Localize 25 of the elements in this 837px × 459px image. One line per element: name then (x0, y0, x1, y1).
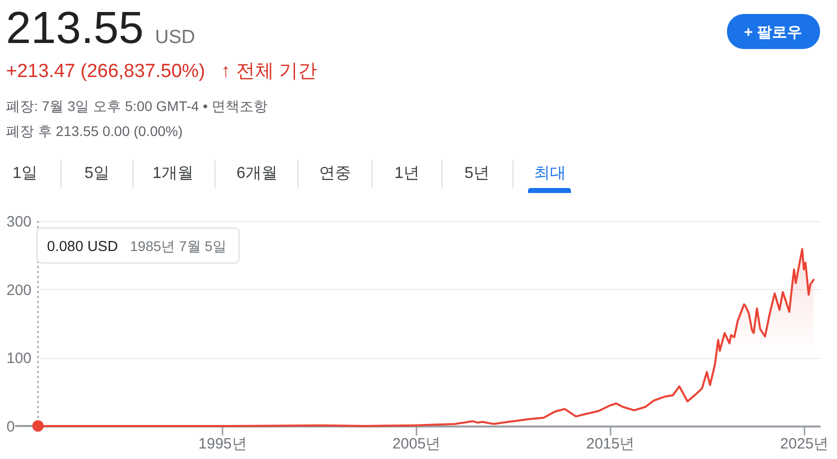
text: +213.47 (266,837.50%) (6, 61, 206, 82)
text: 폐장: 7월 3일 오후 5:00 GMT-4 • 면책조항 (6, 98, 268, 114)
text: 6개월 (236, 165, 278, 182)
y-tick-label: 0 (6, 418, 15, 436)
annotation: 0.080 USD (47, 239, 118, 255)
y-tick-label: 300 (6, 214, 32, 230)
x-tick-label: 2005년 (392, 436, 441, 452)
text: 5년 (464, 165, 490, 182)
text: USD (155, 27, 196, 48)
annotation: 1985년 7월 5일 (130, 238, 226, 254)
chart-title: 213.55 (6, 2, 144, 53)
text: 최대 (534, 165, 566, 182)
text: 1년 (394, 165, 420, 182)
text: 5일 (84, 165, 110, 182)
text: 폐장 후 213.55 0.00 (0.00%) (6, 123, 183, 139)
y-tick-label: 100 (6, 350, 32, 368)
text: 1일 (12, 165, 38, 182)
x-tick-label: 1995년 (198, 436, 247, 452)
text: 연중 (319, 165, 351, 182)
x-tick-label: 2025년 (780, 436, 829, 452)
text: ↑ 전체 기간 (221, 61, 318, 82)
text: 1개월 (152, 165, 194, 182)
x-tick-label: 2015년 (586, 436, 635, 452)
y-tick-label: 200 (6, 282, 32, 299)
text: + 팔로우 (744, 24, 802, 41)
